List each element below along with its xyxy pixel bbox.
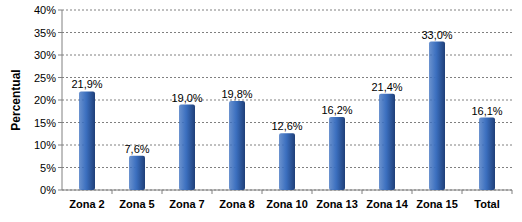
y-tick (58, 190, 62, 191)
x-tick-label: Zona 10 (266, 198, 308, 210)
bar (279, 133, 295, 190)
x-tick-label: Zona 13 (316, 198, 358, 210)
y-tick (58, 100, 62, 101)
y-axis-label: Percentual (9, 69, 23, 130)
data-label: 21,9% (71, 78, 102, 90)
y-tick-label: 20% (34, 94, 56, 106)
data-label: 12,6% (271, 120, 302, 132)
x-tick (412, 190, 413, 194)
bar (379, 94, 395, 190)
x-tick-label: Zona 5 (119, 198, 154, 210)
bar (479, 118, 495, 190)
y-tick-label: 30% (34, 49, 56, 61)
y-tick (58, 122, 62, 123)
grid-line (62, 10, 512, 11)
y-tick-label: 25% (34, 72, 56, 84)
x-tick-label: Zona 8 (219, 198, 254, 210)
x-tick (262, 190, 263, 194)
y-tick (58, 10, 62, 11)
bars (79, 42, 495, 191)
x-tick (512, 190, 513, 194)
x-tick (212, 190, 213, 194)
x-tick (312, 190, 313, 194)
x-tick (462, 190, 463, 194)
y-tick-label: 35% (34, 27, 56, 39)
y-tick-label: 40% (34, 4, 56, 16)
y-tick (58, 32, 62, 33)
data-label: 7,6% (124, 143, 149, 155)
bar (229, 101, 245, 190)
data-label: 16,2% (321, 104, 352, 116)
x-tick-label: Zona 15 (416, 198, 458, 210)
y-axis (62, 10, 63, 190)
bar (129, 156, 145, 190)
data-label: 16,1% (471, 105, 502, 117)
x-tick-label: Zona 7 (169, 198, 204, 210)
x-tick-label: Zona 2 (69, 198, 104, 210)
bar (429, 42, 445, 191)
data-label: 19,0% (171, 92, 202, 104)
y-tick (58, 145, 62, 146)
x-tick (362, 190, 363, 194)
data-label: 19,8% (221, 88, 252, 100)
y-tick (58, 167, 62, 168)
y-tick (58, 55, 62, 56)
data-label: 33,0% (421, 29, 452, 41)
chart-container: 0% 5% 10% 15% 20% 25% 30% 35% 40% Percentual 21,9%… (0, 0, 522, 222)
x-tick-label: Total (474, 198, 499, 210)
x-tick (112, 190, 113, 194)
chart-svg: 0% 5% 10% 15% 20% 25% 30% 35% 40% Percentual 21,9%… (0, 0, 522, 222)
x-tick-label: Zona 14 (366, 198, 408, 210)
y-tick-label: 15% (34, 117, 56, 129)
data-label: 21,4% (371, 81, 402, 93)
y-tick-label: 0% (40, 184, 56, 196)
bar (79, 91, 95, 190)
bar (179, 105, 195, 191)
y-tick-label: 5% (40, 162, 56, 174)
y-tick-label: 10% (34, 139, 56, 151)
x-tick (162, 190, 163, 194)
y-tick (58, 77, 62, 78)
bar (329, 117, 345, 190)
